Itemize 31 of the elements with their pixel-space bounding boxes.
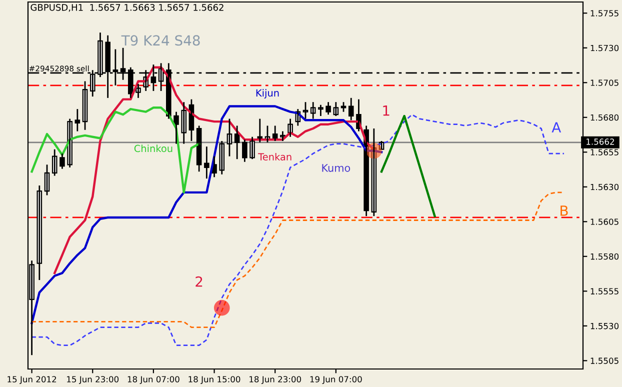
y-tick-label: 1.5580 [590,253,619,260]
y-tick-label: 1.5555 [590,288,618,294]
line-series [30,105,383,324]
y-tick-label: 1.5605 [590,218,618,225]
chart-title: GBPUSD,H1 1.5657 1.5663 1.5657 1.5662 [30,4,224,12]
y-tick-label: 1.5655 [590,149,618,156]
series-label: Chinkou [134,144,172,152]
y-tick-label: 1.5705 [590,80,618,86]
y-tick-label: 1.5730 [590,44,619,52]
y-tick-label: 1.5680 [590,114,619,121]
x-tick-label: 18 Jun 15:00 [188,376,240,384]
y-tick-label: 1.5505 [590,358,618,364]
x-tick-label: 18 Jun 23:00 [250,376,302,384]
series-label: Tenkan [258,152,292,160]
x-tick-label: 15 Jun 2012 [8,376,56,384]
ref-line-label: 1.5662 [586,138,614,145]
annotation: T9 K24 S48 [121,35,200,46]
y-tick-label: 1.5755 [590,10,618,16]
y-tick-label: 1.5630 [590,184,619,190]
line-series [30,106,200,194]
series-label: A [552,122,562,132]
y-tick-label: 1.5530 [590,322,619,330]
annotation: 1 [383,106,390,116]
annotation: 2 [196,276,202,287]
line-series [380,114,436,218]
series-label: B [560,206,568,216]
series-label: Kijun [256,89,279,98]
x-tick-label: 18 Jun 07:00 [128,376,180,384]
x-tick-label: 19 Jun 07:00 [310,376,362,384]
annotation: Kumo [322,164,350,172]
x-tick-label: 15 Jun 23:00 [67,376,119,384]
